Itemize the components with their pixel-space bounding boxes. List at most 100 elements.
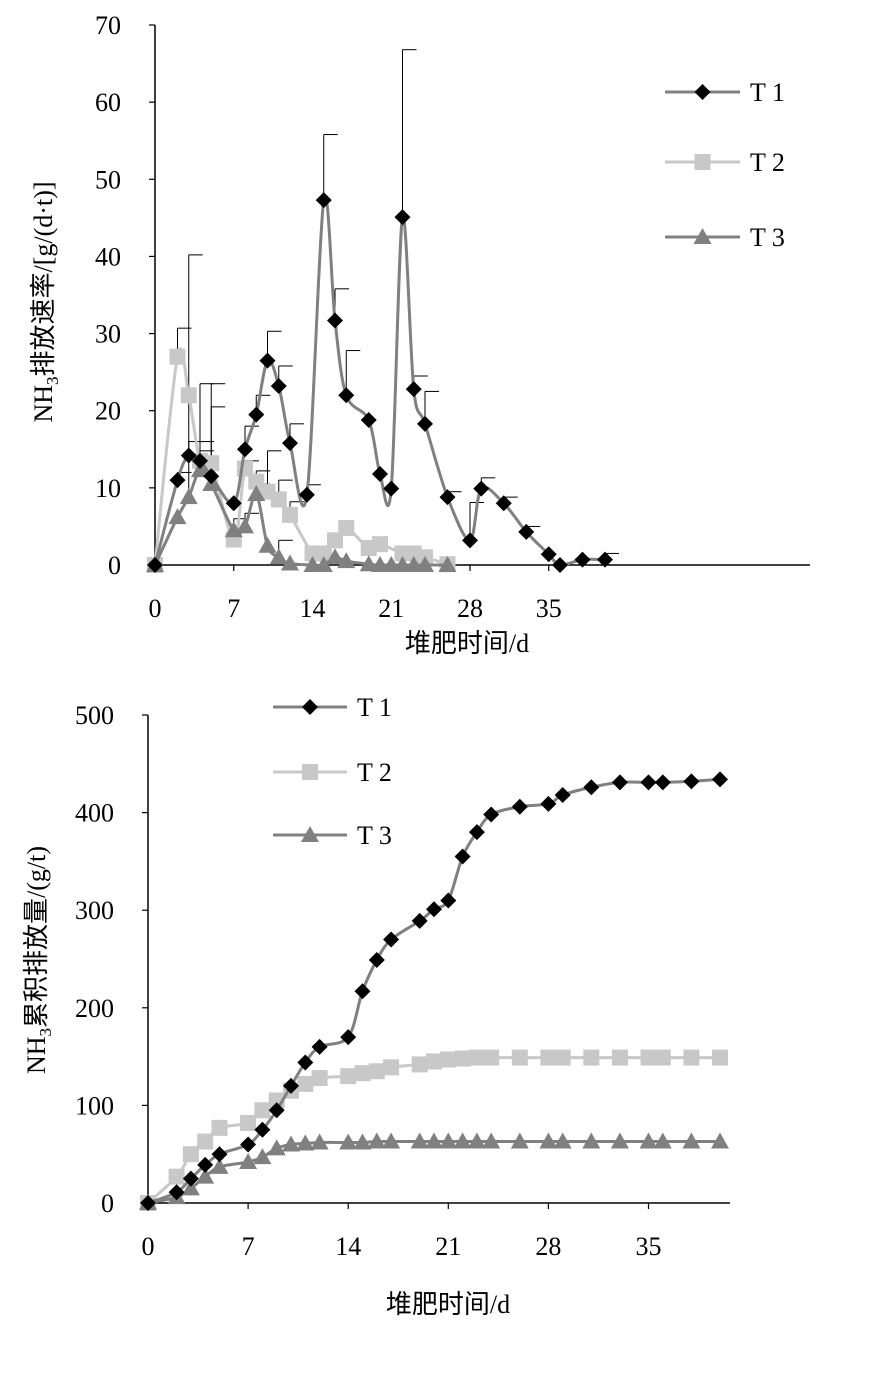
- data-point-1: [611, 774, 628, 791]
- data-point-2: [440, 1051, 457, 1068]
- data-point-1: [340, 1029, 357, 1046]
- data-point-1: [360, 411, 377, 428]
- y-tick-label: 500: [75, 701, 114, 730]
- data-point-1: [405, 381, 422, 398]
- data-point-3: [510, 1132, 529, 1149]
- legend-label: T 1: [357, 693, 392, 722]
- data-point-3: [282, 1135, 300, 1152]
- data-point-1: [203, 468, 220, 485]
- data-point-3: [258, 536, 277, 553]
- data-point-1: [315, 192, 332, 209]
- y-axis-label-subscript: 3: [43, 376, 62, 385]
- y-tick-label: 20: [95, 397, 121, 426]
- y-axis-label-subscript: 3: [36, 1028, 55, 1037]
- series-line-1: [153, 194, 606, 567]
- data-point-2: [340, 1068, 357, 1085]
- data-point-1: [712, 771, 728, 788]
- data-point-3: [539, 1132, 558, 1149]
- data-point-1: [468, 824, 485, 841]
- data-point-1: [192, 452, 208, 469]
- data-point-1: [417, 415, 433, 432]
- data-point-1: [554, 787, 571, 804]
- data-point-3: [467, 1132, 486, 1149]
- data-point-1: [518, 523, 535, 540]
- data-point-3: [353, 1133, 372, 1150]
- x-tick-label: 14: [300, 594, 326, 623]
- data-point-1: [311, 1038, 328, 1055]
- y-tick-label: 300: [75, 896, 114, 925]
- x-tick-label: 21: [435, 1232, 461, 1261]
- data-point-2: [611, 1049, 628, 1066]
- data-point-2: [483, 1049, 500, 1066]
- data-point-1: [270, 378, 287, 395]
- data-point-1: [462, 532, 478, 549]
- y-tick-label: 400: [75, 799, 114, 828]
- data-point-3: [453, 1132, 472, 1149]
- y-axis-label-rest: 排放速率/[g/(d·t)]: [29, 181, 58, 376]
- data-point-3: [367, 1132, 386, 1149]
- legend-marker: [302, 764, 318, 780]
- data-point-1: [440, 892, 457, 909]
- data-point-3: [425, 1132, 443, 1149]
- data-point-1: [327, 312, 343, 329]
- data-point-3: [438, 556, 457, 572]
- x-tick-label: 0: [142, 1232, 155, 1261]
- data-point-1: [240, 1136, 257, 1153]
- data-point-1: [282, 435, 298, 452]
- y-tick-label: 30: [95, 320, 121, 349]
- data-point-1: [168, 1184, 185, 1201]
- data-point-1: [354, 983, 371, 1000]
- data-point-2: [254, 1102, 271, 1119]
- data-point-2: [468, 1049, 485, 1066]
- data-point-1: [597, 551, 613, 568]
- data-point-2: [411, 1056, 428, 1073]
- data-point-1: [439, 489, 456, 506]
- x-tick-label: 0: [149, 594, 162, 623]
- data-point-1: [411, 912, 428, 929]
- data-point-1: [383, 480, 400, 497]
- data-point-1: [180, 447, 197, 464]
- data-point-1: [552, 557, 568, 573]
- legend: T 1 T 2 T 3: [665, 78, 785, 252]
- data-point-1: [259, 352, 276, 369]
- data-point-1: [297, 1054, 314, 1071]
- data-point-2: [270, 491, 287, 508]
- data-point-3: [239, 1153, 258, 1170]
- legend-label: T 2: [750, 148, 785, 177]
- data-point-3: [168, 508, 187, 525]
- data-point-1: [511, 798, 528, 815]
- x-tick-label: 7: [227, 594, 240, 623]
- data-point-1: [169, 472, 186, 489]
- x-axis-label: 堆肥时间/d: [386, 1290, 510, 1319]
- data-point-1: [368, 951, 385, 968]
- y-tick-label: 70: [95, 11, 121, 40]
- data-point-1: [454, 848, 471, 865]
- y-axis-label-prefix: NH: [29, 385, 58, 423]
- x-tick-label: 35: [636, 1232, 662, 1261]
- data-point-2: [511, 1049, 528, 1066]
- data-point-1: [211, 1146, 228, 1163]
- data-point-3: [310, 1133, 329, 1150]
- data-point-3: [326, 548, 344, 565]
- data-point-1: [574, 551, 591, 568]
- data-point-3: [269, 548, 288, 565]
- data-point-3: [439, 1132, 458, 1149]
- legend-marker: [694, 154, 711, 170]
- data-point-2: [654, 1049, 671, 1066]
- data-point-3: [179, 488, 198, 505]
- data-point-2: [211, 1119, 228, 1136]
- data-point-2: [315, 545, 332, 562]
- data-point-2: [282, 506, 298, 523]
- data-point-1: [225, 495, 242, 512]
- legend: T 1 T 2 T 3: [273, 693, 392, 850]
- data-point-3: [553, 1132, 572, 1149]
- data-point-1: [338, 387, 355, 404]
- data-point-3: [382, 1132, 401, 1149]
- data-point-1: [540, 795, 557, 812]
- data-point-2: [169, 348, 186, 365]
- data-point-2: [454, 1050, 471, 1067]
- data-point-2: [240, 1114, 257, 1131]
- data-point-1: [583, 779, 600, 796]
- data-point-2: [640, 1049, 657, 1066]
